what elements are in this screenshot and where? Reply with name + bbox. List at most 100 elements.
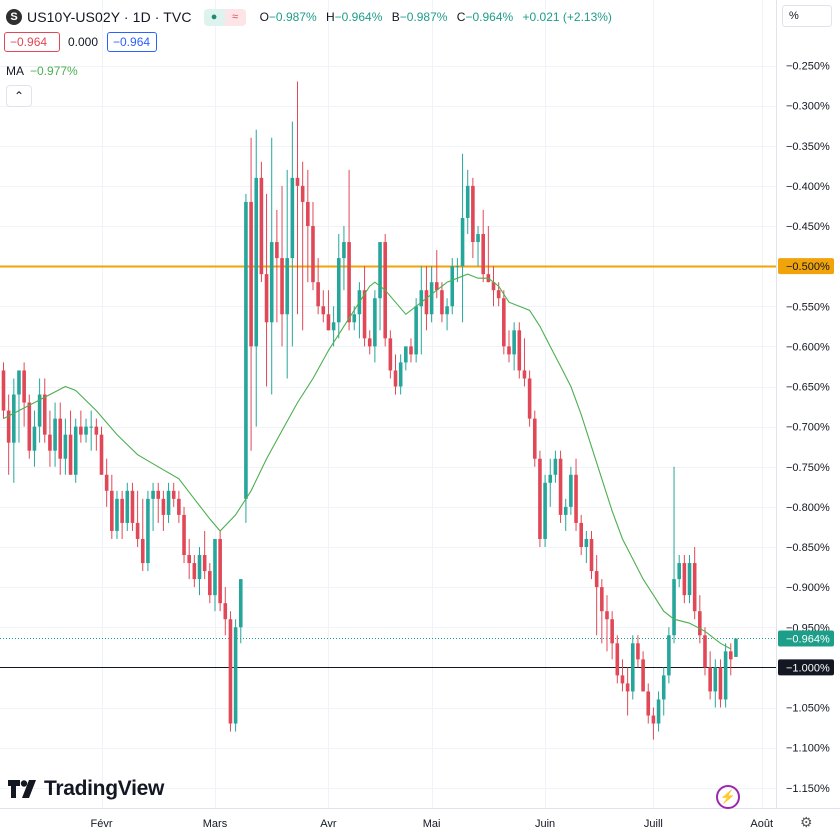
high-value: −0.964%: [334, 10, 383, 24]
candle-body: [166, 490, 171, 515]
candle-body: [37, 394, 42, 427]
candle-body: [352, 314, 357, 323]
candle: [140, 498, 145, 572]
candle: [321, 290, 326, 323]
candle: [615, 635, 620, 684]
candle-body: [563, 506, 568, 515]
candle: [486, 226, 491, 283]
candle: [409, 338, 413, 363]
candlestick-series: [1, 81, 738, 740]
candle: [636, 635, 640, 668]
symbol-title[interactable]: US10Y-US02Y · 1D · TVC: [27, 9, 192, 25]
candle: [641, 651, 645, 692]
status-badges[interactable]: ● ≈: [203, 8, 246, 26]
candle: [538, 450, 542, 547]
candle: [264, 193, 269, 387]
price-tick-label: −1.150%: [786, 783, 830, 795]
price-label-text: −0.500%: [786, 261, 830, 273]
candle: [481, 209, 485, 283]
sell-price-box[interactable]: −0.964: [4, 32, 60, 52]
candle: [569, 466, 573, 515]
indicator-legend[interactable]: MA −0.977%: [6, 64, 78, 78]
candle-body: [522, 370, 527, 379]
candle-body: [532, 418, 537, 459]
candle: [703, 627, 707, 676]
candle-body: [182, 514, 186, 556]
candle: [512, 322, 516, 371]
candle-body: [434, 282, 439, 291]
candle-body: [636, 643, 640, 660]
candle-body: [429, 282, 434, 315]
candle-body: [661, 675, 666, 700]
candle-body: [440, 290, 444, 315]
candle: [718, 659, 723, 708]
candle: [275, 209, 279, 323]
candle: [342, 226, 346, 291]
candle: [223, 587, 228, 636]
chevron-up-icon[interactable]: ⌃: [6, 85, 32, 107]
tradingview-logo[interactable]: TradingView: [8, 777, 164, 801]
price-tick-label: −0.250%: [786, 61, 830, 73]
symbol-icon[interactable]: S: [6, 9, 22, 25]
candle: [558, 450, 563, 523]
candle-body: [125, 490, 130, 523]
settings-gear-icon[interactable]: ⚙: [800, 814, 813, 830]
candle: [574, 458, 578, 531]
candle: [249, 137, 253, 451]
candle: [218, 530, 222, 612]
candle: [471, 177, 475, 259]
candle-body: [53, 418, 57, 451]
candle: [600, 579, 604, 644]
time-tick-label: Août: [750, 818, 773, 830]
candle-body: [584, 538, 589, 547]
price-tick-label: −0.600%: [786, 341, 830, 353]
candle: [104, 458, 109, 507]
candle: [6, 394, 11, 475]
candle-body: [58, 418, 63, 459]
candle: [579, 514, 583, 556]
candle-body: [104, 474, 109, 491]
scale-mode-button[interactable]: %: [782, 5, 832, 27]
candle: [723, 643, 728, 708]
candle: [331, 306, 336, 347]
candle-body: [22, 370, 26, 403]
price-tick-label: −0.900%: [786, 582, 830, 594]
candle-body: [295, 177, 300, 186]
candle-body: [471, 185, 475, 243]
candle-body: [692, 563, 697, 612]
candle-body: [708, 667, 712, 692]
candle: [120, 490, 124, 539]
time-tick-label: Juill: [644, 818, 663, 830]
current-price-label: −0.964%: [778, 630, 834, 647]
candle-body: [502, 298, 506, 347]
lightning-icon[interactable]: ⚡: [716, 785, 740, 809]
candle-body: [290, 177, 295, 259]
candle-body: [620, 675, 625, 684]
candle: [202, 530, 207, 580]
candle: [625, 667, 630, 716]
candle-body: [424, 290, 429, 315]
candle: [687, 555, 692, 604]
candle-body: [238, 579, 243, 628]
candle-body: [651, 715, 656, 724]
market-open-icon: ●: [203, 8, 225, 26]
candle-body: [63, 434, 68, 459]
candle: [357, 282, 362, 339]
candle: [713, 659, 718, 708]
candle: [404, 346, 408, 371]
candle: [553, 450, 558, 483]
candle-body: [177, 498, 181, 515]
candle-body: [558, 458, 563, 515]
brand-name: TradingView: [44, 777, 165, 800]
candle-body: [538, 458, 542, 539]
candle-body: [331, 322, 336, 331]
candle: [300, 161, 305, 331]
candle-body: [208, 571, 212, 596]
candle: [115, 490, 119, 539]
price-label-text: −1.000%: [786, 662, 830, 674]
candle: [233, 619, 238, 732]
price-label-bg: [778, 258, 834, 275]
buy-price-box[interactable]: −0.964: [107, 32, 157, 52]
candle-body: [311, 226, 315, 283]
